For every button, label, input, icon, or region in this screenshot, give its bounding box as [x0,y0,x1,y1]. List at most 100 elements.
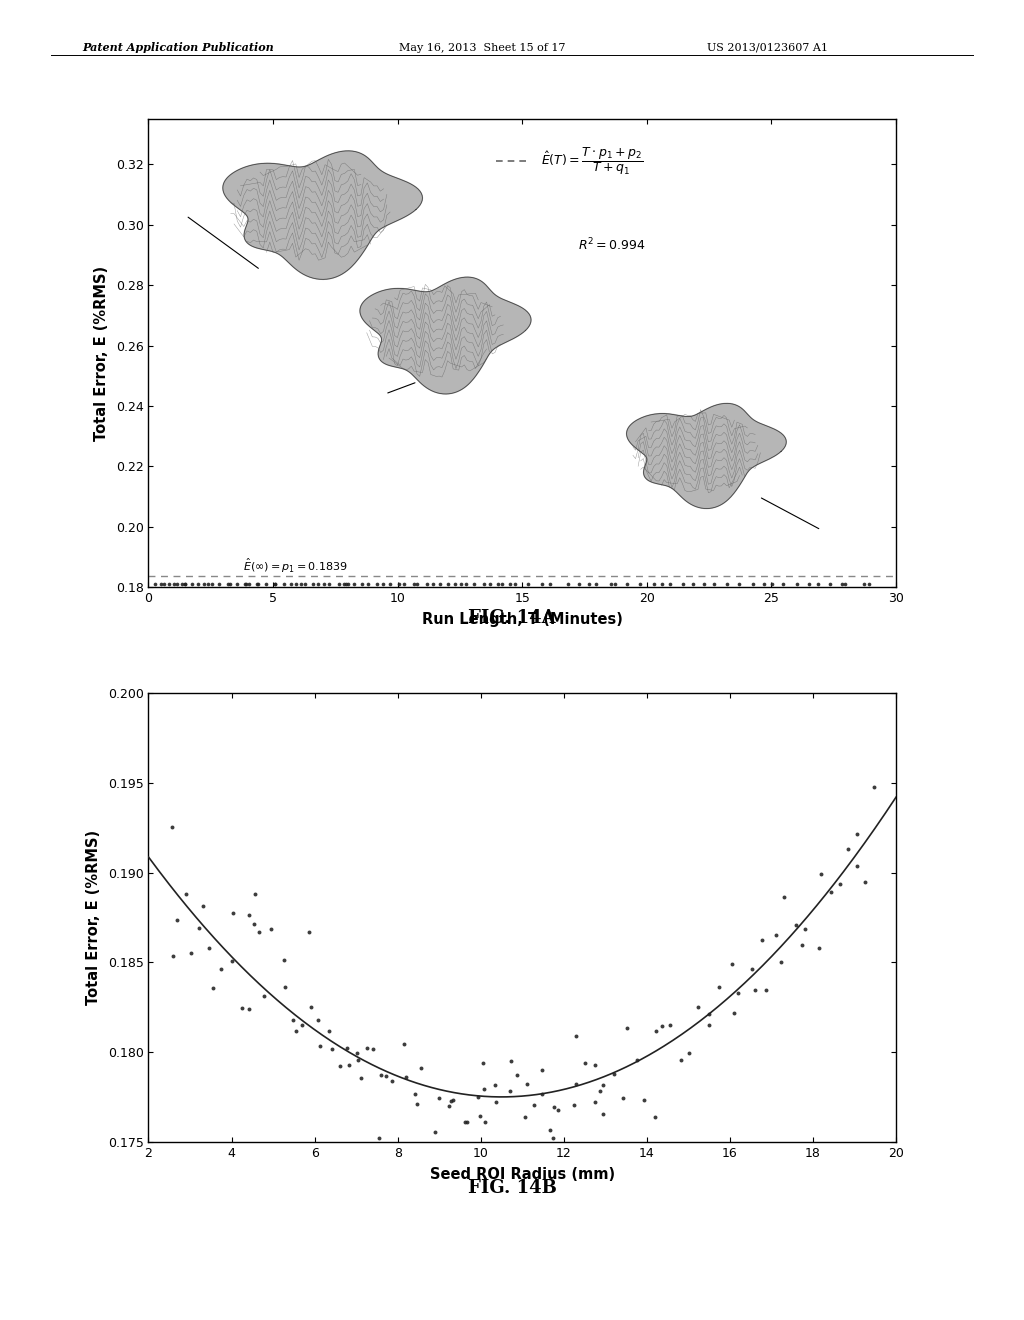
Point [201,937,217,958]
Point [309,1010,326,1031]
Point [211,574,227,595]
Point [860,574,877,595]
Point [866,777,883,799]
Point [570,574,587,595]
Point [632,574,648,595]
Point [324,1039,340,1060]
Point [696,574,713,595]
Point [654,574,671,595]
Point [744,574,761,595]
Point [509,1064,525,1085]
Point [156,574,172,595]
Point [520,574,537,595]
Point [440,1096,457,1117]
Point [221,574,238,595]
Point [294,1015,310,1036]
Point [588,574,604,595]
Point [546,1097,562,1118]
Point [764,574,780,595]
Point [309,574,326,595]
Point [787,913,804,935]
Point [258,574,274,595]
Point [316,574,333,595]
Point [224,950,241,972]
Point [365,1039,381,1060]
Point [700,1015,717,1036]
Point [811,937,827,958]
Point [249,574,265,595]
Point [567,1026,584,1047]
Point [176,574,193,595]
X-axis label: Run Length, T (Minutes): Run Length, T (Minutes) [422,612,623,627]
Point [300,921,316,942]
Point [390,574,407,595]
Point [238,574,254,595]
Point [494,574,510,595]
Point [250,574,266,595]
Point [442,1090,459,1111]
Point [681,1043,697,1064]
Point [618,1018,635,1039]
Point [550,1100,566,1121]
Point [837,574,853,595]
Text: $\hat{E}(\infty)=p_1=0.1839$: $\hat{E}(\infty)=p_1=0.1839$ [243,557,348,574]
Point [358,1038,375,1059]
Point [849,824,865,845]
Point [743,958,760,979]
Point [577,1052,593,1073]
Point [146,574,163,595]
Point [409,1093,425,1114]
Text: US 2013/0123607 A1: US 2013/0123607 A1 [707,42,827,53]
Point [197,574,213,595]
Point [823,882,840,903]
Point [353,574,370,595]
Point [606,574,623,595]
Point [458,574,474,595]
Point [169,909,185,931]
Point [588,1055,604,1076]
Point [754,929,770,950]
Point [560,574,577,595]
Point [675,574,691,595]
Point [275,574,292,595]
Point [835,574,851,595]
Point [490,574,507,595]
Point [516,1106,532,1127]
Point [242,998,258,1019]
Point [378,1065,394,1086]
Point [689,997,706,1018]
Point [857,871,873,892]
Point [502,1081,518,1102]
Point [349,1043,366,1064]
Point [246,913,262,935]
Point [322,574,338,595]
Point [251,921,267,942]
Point [856,574,872,595]
Point [822,574,839,595]
Point [303,997,319,1018]
Point [204,574,220,595]
Point [475,1052,492,1073]
Polygon shape [223,150,423,280]
Point [396,574,413,595]
Point [190,917,207,939]
Point [153,574,169,595]
Point [219,574,236,595]
Point [653,1015,670,1036]
Point [173,574,189,595]
Point [595,1074,611,1096]
Point [414,1057,430,1078]
Point [169,574,185,595]
Point [331,574,347,595]
Point [164,816,180,837]
Point [476,1078,493,1100]
Point [849,855,865,876]
Point [620,574,636,595]
Point [567,1073,584,1094]
Point [446,574,463,595]
Polygon shape [627,404,786,508]
Point [581,574,597,595]
Point [353,1068,370,1089]
Point [440,574,457,595]
Point [542,574,558,595]
